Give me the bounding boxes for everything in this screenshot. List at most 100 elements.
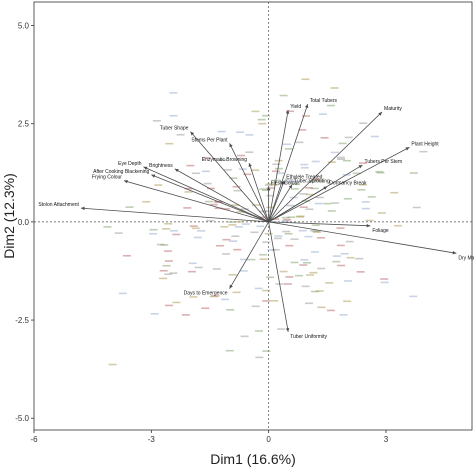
observation-point [304, 302, 313, 305]
observation-point [212, 268, 221, 270]
observation-point [183, 207, 192, 209]
observation-point [315, 180, 324, 182]
observation-point [370, 135, 379, 138]
observation-point [272, 163, 281, 166]
observation-point [299, 206, 308, 209]
observation-point [181, 314, 190, 316]
observation-point [232, 185, 241, 188]
observation-point [356, 271, 365, 273]
variable-label: Tuber Sprouting [294, 179, 330, 185]
observation-point [282, 230, 291, 233]
observation-point [228, 273, 237, 276]
variable-label: Dormancy Break [329, 181, 367, 187]
observation-point [270, 184, 279, 186]
observation-point [266, 206, 275, 209]
observation-point [118, 292, 127, 295]
observation-point [270, 299, 279, 302]
observation-point [247, 258, 256, 261]
variable-arrow [229, 143, 270, 223]
observation-point [202, 156, 211, 159]
x-axis-ticks: -6 -3 0 3 [30, 430, 389, 444]
observation-point [222, 208, 231, 210]
observation-point [285, 178, 294, 181]
observation-point [336, 158, 345, 161]
observation-point [236, 131, 245, 134]
observation-point [300, 166, 309, 169]
variable-arrowhead [266, 186, 271, 191]
observation-point [295, 141, 304, 144]
observation-point [266, 183, 275, 185]
observation-point [232, 291, 241, 294]
variable-label: Days to Emergence [184, 291, 228, 297]
observation-point [274, 159, 283, 162]
variable-arrowhead [229, 284, 233, 289]
observation-point [169, 229, 178, 232]
observation-point [344, 136, 353, 139]
observation-point [317, 306, 326, 309]
variable-label: Enzymatic Browning [202, 157, 248, 163]
variable-label: Flesh Colour [271, 181, 300, 187]
observation-point [222, 238, 231, 241]
variable-arrowhead [229, 143, 233, 148]
observation-point [300, 163, 309, 166]
observation-point [301, 285, 310, 288]
observation-point [250, 231, 259, 234]
observation-point [229, 240, 238, 242]
observation-point [228, 221, 237, 223]
observation-point [330, 151, 339, 154]
observation-point [245, 134, 254, 136]
zero-lines [34, 2, 472, 430]
observation-point [209, 295, 218, 298]
observation-point [194, 266, 203, 269]
observation-point [233, 248, 242, 251]
observation-point [163, 250, 172, 252]
variable-arrow [123, 180, 269, 223]
observation-point [266, 276, 275, 279]
observation-point [359, 162, 368, 164]
observation-point [266, 187, 275, 189]
observation-point [390, 191, 399, 194]
observation-point [125, 206, 134, 208]
variable-label: Total Tubers [310, 98, 338, 104]
observation-point [270, 218, 279, 220]
variable-arrow [268, 103, 309, 223]
observation-point [375, 170, 384, 173]
observation-point [237, 154, 246, 157]
observation-point [312, 178, 321, 181]
observation-point [323, 202, 332, 205]
observation-point [283, 283, 292, 285]
observation-point [336, 227, 345, 229]
observation-point [251, 169, 260, 172]
observation-point [184, 191, 193, 193]
observation-point [226, 308, 235, 311]
observation-point [234, 226, 243, 228]
variable-label: Ethylele Treated [286, 175, 322, 181]
observation-point [273, 237, 282, 240]
observation-point [305, 208, 314, 211]
observation-point [240, 335, 249, 338]
observation-point [306, 274, 315, 276]
observation-point [412, 206, 421, 209]
observation-point [222, 253, 231, 255]
observation-point [220, 225, 229, 228]
observation-point [169, 114, 178, 117]
observation-point [358, 183, 367, 186]
variable-label: Stolon Attachment [38, 202, 79, 208]
observation-point [165, 304, 174, 307]
observation-point [380, 281, 389, 284]
observation-point [159, 277, 168, 280]
observation-point [235, 220, 244, 223]
observation-point [191, 227, 200, 230]
variable-arrowhead [190, 131, 195, 136]
observation-point [279, 94, 288, 97]
variable-label: Maturity [384, 106, 402, 112]
observation-point [284, 148, 293, 150]
observation-point [160, 244, 169, 246]
observation-point [251, 305, 260, 308]
variable-label: Yield [290, 104, 301, 110]
variable-label: Tuber Shape [160, 126, 189, 132]
observation-point [326, 309, 335, 312]
observation-point [266, 194, 275, 197]
observation-point [209, 203, 218, 206]
